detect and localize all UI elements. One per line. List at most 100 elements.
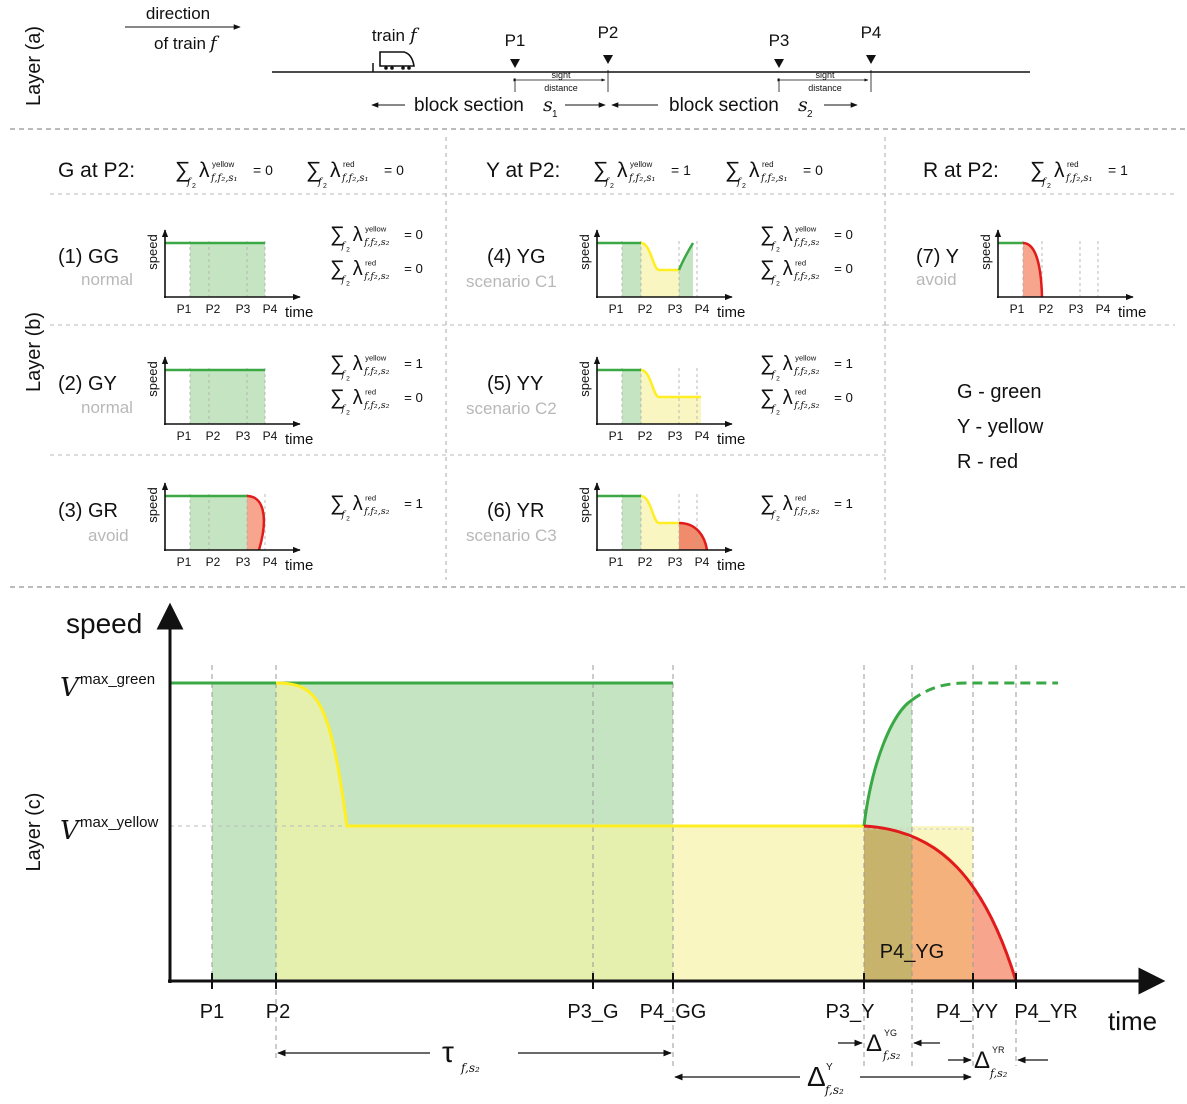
mini-tick-label: P1 — [609, 429, 624, 443]
delta-yg-sub: f,s₂ — [882, 1049, 900, 1062]
case-3-sub: avoid — [88, 526, 129, 545]
svg-text:= 1: = 1 — [1108, 162, 1128, 178]
mini-tick-label: P1 — [1010, 302, 1025, 316]
svg-text:P1: P1 — [505, 31, 526, 50]
svg-text:f: f — [340, 275, 346, 286]
svg-text:2: 2 — [192, 183, 196, 190]
case-3-label: (3) GR — [58, 500, 118, 522]
mini-speed-label: speed — [145, 234, 160, 269]
delta-y-dimension: Δ Y f,s₂ — [674, 1061, 972, 1097]
mini-fill-green — [190, 370, 265, 424]
point-p4: P4 — [861, 23, 881, 64]
svg-text:∑: ∑ — [330, 492, 345, 515]
svg-text:f,f₂,s₂: f,f₂,s₂ — [363, 400, 389, 411]
formula-g-yellow: ∑f 2λ yellow f,f₂,s₁ = 0 — [175, 157, 273, 190]
header-r: R at P2: — [923, 159, 999, 182]
svg-text:= 0: = 0 — [404, 261, 423, 276]
mini-fill-green-2 — [679, 243, 693, 297]
mini-chart-1: speed time P1 P2 P3 P4 — [145, 229, 313, 321]
svg-text:f,f₂,s₁: f,f₂,s₁ — [1065, 173, 1093, 184]
mini-tick-label: P2 — [638, 302, 653, 316]
green-dashed-curve — [911, 681, 1058, 702]
case-5-sub: scenario C2 — [466, 399, 557, 418]
header-g-title: G at P2: — [58, 159, 135, 182]
svg-text:= 0: = 0 — [404, 227, 423, 242]
svg-text:λ: λ — [199, 159, 210, 182]
svg-text:red: red — [365, 388, 376, 397]
legend: G - green Y - yellow R - red — [957, 381, 1044, 473]
mini-tick-label: P2 — [638, 555, 653, 569]
header-y-title: Y at P2: — [486, 159, 560, 182]
tick-p4gg: P4_GG — [640, 1001, 707, 1023]
tau-dimension: τ f,s₂ — [277, 1036, 672, 1075]
svg-text:f: f — [340, 404, 346, 415]
svg-text:f: f — [1041, 177, 1048, 188]
svg-text:f,f₂,s₂: f,f₂,s₂ — [363, 506, 389, 517]
direction-train-symbol: f — [208, 33, 220, 54]
case-4-sub: scenario C1 — [466, 272, 557, 291]
svg-text:2: 2 — [776, 515, 780, 522]
svg-text:2: 2 — [742, 183, 746, 190]
mini-fill-green — [622, 496, 641, 550]
svg-text:2: 2 — [776, 375, 780, 382]
svg-text:red: red — [795, 388, 806, 397]
svg-text:f: f — [770, 370, 776, 381]
mini-tick-label: P2 — [206, 429, 221, 443]
sight-distance-2: sight distance — [777, 70, 872, 93]
block-section-s2: block section s 2 — [611, 94, 858, 120]
mini-chart-2: speed time P1 P2 P3 P4 — [145, 356, 313, 448]
svg-text:2: 2 — [776, 246, 780, 253]
formula-6-red: ∑f 2λ red f,f₂,s₂ = 1 — [760, 492, 853, 522]
mini-time-label: time — [717, 557, 745, 574]
mini-speed-label: speed — [978, 234, 993, 269]
c-x-ticks-marks — [211, 973, 1017, 989]
layer-b-grid — [50, 137, 1175, 580]
layer-b-label: Layer (b) — [23, 312, 45, 392]
fill-olive-block — [864, 840, 912, 981]
layer-c-label: Layer (c) — [23, 793, 45, 872]
formula-4-red: ∑f 2λ red f,f₂,s₂ = 0 — [760, 257, 853, 287]
mini-speed-label: speed — [145, 361, 160, 396]
point-p2: P2 — [598, 23, 618, 64]
mini-red-curve — [678, 521, 709, 551]
svg-text:2: 2 — [346, 409, 350, 416]
svg-text:2: 2 — [776, 409, 780, 416]
svg-text:f,f₂,s₂: f,f₂,s₂ — [793, 366, 819, 377]
mini-tick-label: P4 — [695, 302, 710, 316]
svg-text:yellow: yellow — [795, 354, 817, 363]
svg-text:yellow: yellow — [630, 160, 652, 169]
formula-2-yellow: ∑f 2λ yellow f,f₂,s₂ = 1 — [330, 352, 423, 382]
mini-yellow-curve — [640, 241, 679, 272]
mini-tick-label: P3 — [668, 555, 683, 569]
svg-text:∑: ∑ — [725, 157, 741, 182]
mini-chart-7: speed time P1 P2 P3 P4 — [978, 229, 1146, 321]
svg-text:λ: λ — [353, 493, 363, 515]
delta-yr-dimension: Δ YR f,s₂ — [948, 1045, 1048, 1080]
mini-tick-label: P1 — [177, 302, 192, 316]
direction-of-train-text: of train — [154, 34, 206, 53]
block-section-s1: block section s 1 — [371, 94, 606, 120]
svg-text:f: f — [340, 370, 346, 381]
delta-yg-sup: YG — [884, 1028, 897, 1038]
svg-text:f,f₂,s₁: f,f₂,s₁ — [210, 173, 238, 184]
svg-text:2: 2 — [346, 246, 350, 253]
mini-speed-label: speed — [577, 361, 592, 396]
svg-text:∑: ∑ — [330, 223, 345, 246]
layer-c: speed time V max_green V max_yellow P1 P… — [60, 602, 1166, 1097]
mini-yellow-curve — [640, 368, 701, 399]
fill-yellow-overlap — [276, 683, 673, 981]
mini-chart-6: speed time P1 P2 P3 P4 — [577, 482, 745, 574]
mini-tick-label: P1 — [609, 555, 624, 569]
svg-text:λ: λ — [1054, 159, 1065, 182]
svg-text:λ: λ — [353, 353, 363, 375]
mini-speed-label: speed — [577, 234, 592, 269]
svg-text:∑: ∑ — [760, 386, 775, 409]
legend-yellow: Y - yellow — [957, 416, 1044, 438]
delta-y-sup: Y — [826, 1062, 833, 1073]
delta-y-sub: f,s₂ — [824, 1083, 844, 1097]
svg-text:2: 2 — [323, 183, 327, 190]
formula-5-yellow: ∑f 2λ yellow f,f₂,s₂ = 1 — [760, 352, 853, 382]
green-accel-curve — [862, 698, 913, 827]
vmax-yellow-letter: V — [60, 816, 81, 846]
